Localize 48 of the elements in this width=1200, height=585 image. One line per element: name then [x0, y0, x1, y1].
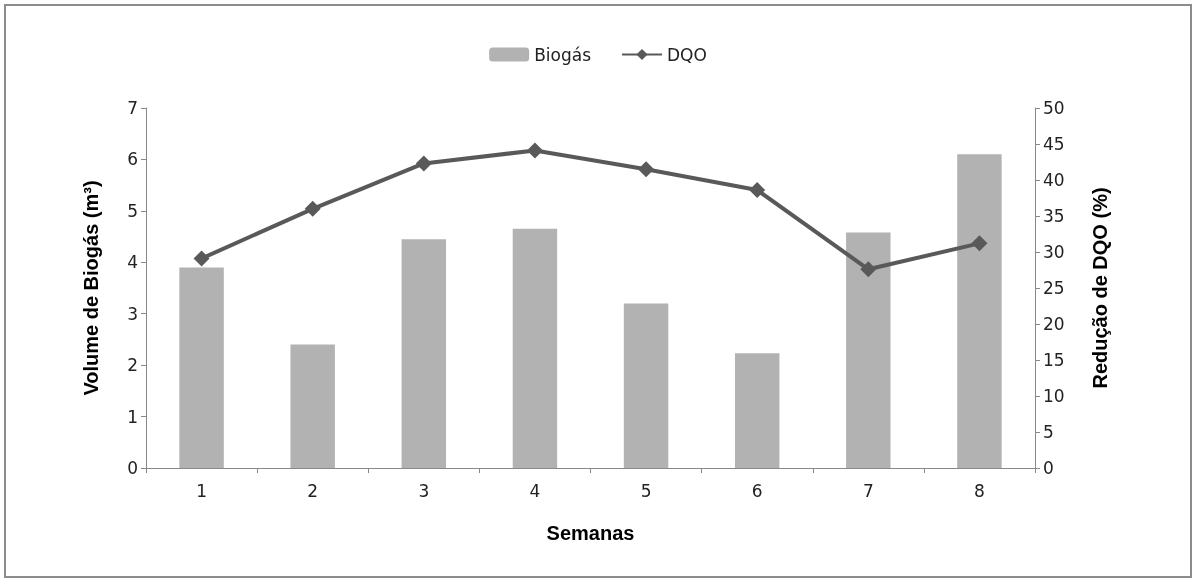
- y2-axis-title: Redução de DQO (%): [1089, 187, 1111, 389]
- point: [971, 235, 988, 252]
- point: [304, 200, 321, 217]
- y2-tick-label: 20: [1043, 314, 1065, 334]
- bar: [846, 232, 891, 468]
- y2-tick-label: 30: [1043, 242, 1065, 262]
- x-tick-label: 6: [751, 480, 763, 501]
- point: [193, 250, 210, 267]
- x-axis-title: Semanas: [546, 522, 635, 544]
- bar: [734, 353, 780, 468]
- y-tick-label: 1: [127, 406, 138, 427]
- y-axis-title: Volume de Biogás (m³): [80, 180, 102, 396]
- x-tick-label: 1: [196, 480, 207, 501]
- y2-tick-label: 15: [1043, 350, 1065, 370]
- legend-label: Biogás: [534, 44, 592, 65]
- bar: [623, 303, 669, 468]
- y-tick-label: 5: [127, 200, 138, 221]
- x-tick-label: 4: [529, 480, 541, 501]
- y-tick-label: 0: [127, 458, 138, 478]
- bar: [290, 344, 335, 468]
- y2-tick-label: 5: [1043, 422, 1054, 442]
- x-tick-label: 8: [974, 480, 985, 501]
- legend-label: DQO: [667, 44, 707, 65]
- y-tick-label: 4: [127, 252, 138, 273]
- y2-tick-label: 50: [1043, 98, 1065, 118]
- y-tick-label: 3: [127, 303, 138, 324]
- bar: [957, 154, 1002, 468]
- point: [749, 182, 766, 199]
- point: [526, 142, 543, 159]
- point: [415, 155, 432, 172]
- y-tick-label: 2: [127, 355, 138, 376]
- bar: [401, 239, 447, 468]
- point: [638, 161, 655, 178]
- bar: [512, 228, 558, 468]
- point: [860, 261, 877, 278]
- y2-tick-label: 0: [1043, 458, 1054, 478]
- x-tick-label: 3: [418, 480, 430, 501]
- y-tick-label: 6: [127, 149, 138, 170]
- y2-tick-label: 25: [1043, 278, 1065, 298]
- y2-tick-label: 45: [1043, 134, 1065, 154]
- y2-tick-label: 35: [1043, 206, 1065, 226]
- y-tick-label: 7: [127, 98, 138, 118]
- bar: [179, 267, 224, 468]
- x-tick-label: 2: [307, 480, 319, 501]
- x-tick-label: 5: [640, 480, 652, 501]
- x-tick-label: 7: [862, 480, 874, 501]
- y2-tick-label: 10: [1043, 386, 1065, 406]
- y2-tick-label: 40: [1043, 170, 1065, 190]
